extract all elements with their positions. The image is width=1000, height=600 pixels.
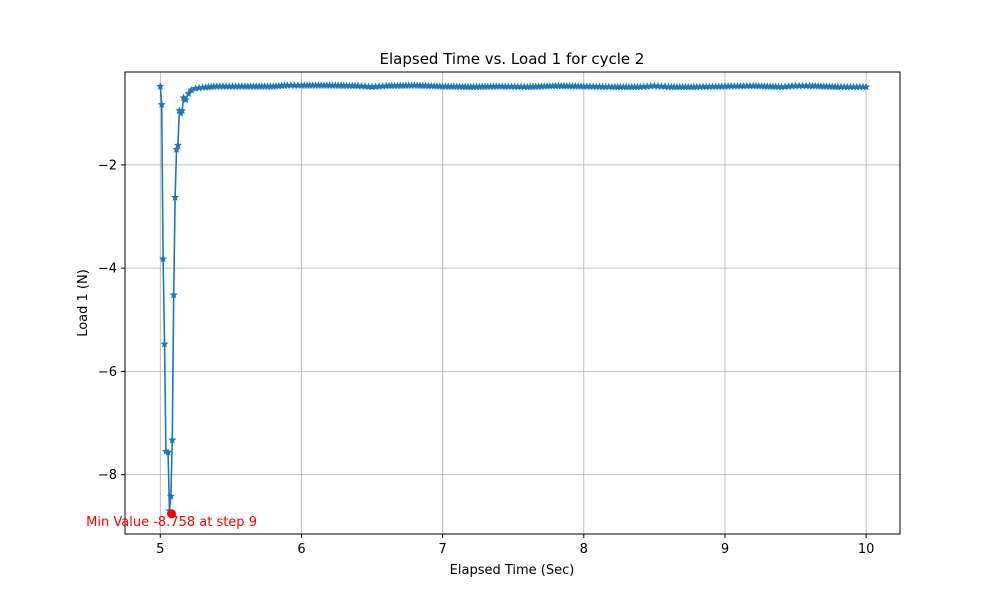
marker-group: [156, 81, 871, 515]
y-tick-label: −4: [98, 262, 117, 277]
data-point-star: [173, 141, 182, 149]
data-point-star: [862, 82, 871, 91]
data-point-star: [160, 339, 169, 348]
annotation-group: Min Value -8.758 at step 9: [86, 509, 257, 530]
data-point-star: [168, 435, 177, 444]
x-tick-label: 8: [580, 542, 588, 557]
y-axis-label: Load 1 (N): [76, 269, 91, 337]
data-point-star: [172, 145, 181, 153]
grid-lines: [125, 72, 900, 534]
data-point-star: [159, 254, 168, 263]
data-point-star: [184, 89, 193, 98]
y-tick-label: −2: [98, 158, 117, 173]
y-tick-label: −6: [98, 365, 117, 380]
x-axis-label: Elapsed Time (Sec): [450, 563, 575, 578]
tick-group: 5 6 7 8 9 10 −8 −6 −4 −2: [98, 158, 875, 557]
x-tick-label: 7: [438, 542, 446, 557]
plot-frame: [124, 71, 901, 535]
x-tick-label: 9: [721, 542, 729, 557]
x-tick-label: 5: [156, 542, 164, 557]
data-point-star: [181, 95, 190, 104]
y-tick-label: −8: [98, 468, 117, 483]
chart-title: Elapsed Time vs. Load 1 for cycle 2: [380, 50, 645, 68]
x-tick-label: 6: [297, 542, 305, 557]
min-value-annotation: Min Value -8.758 at step 9: [86, 515, 257, 530]
data-point-star: [164, 448, 173, 456]
data-point-star: [156, 82, 165, 90]
data-point-star: [171, 193, 180, 201]
data-point-star: [169, 290, 178, 299]
data-point-star: [178, 106, 187, 115]
min-value-marker: [167, 509, 177, 519]
data-point-star: [157, 100, 166, 108]
x-tick-label: 10: [858, 542, 875, 557]
data-point-star: [166, 492, 175, 500]
